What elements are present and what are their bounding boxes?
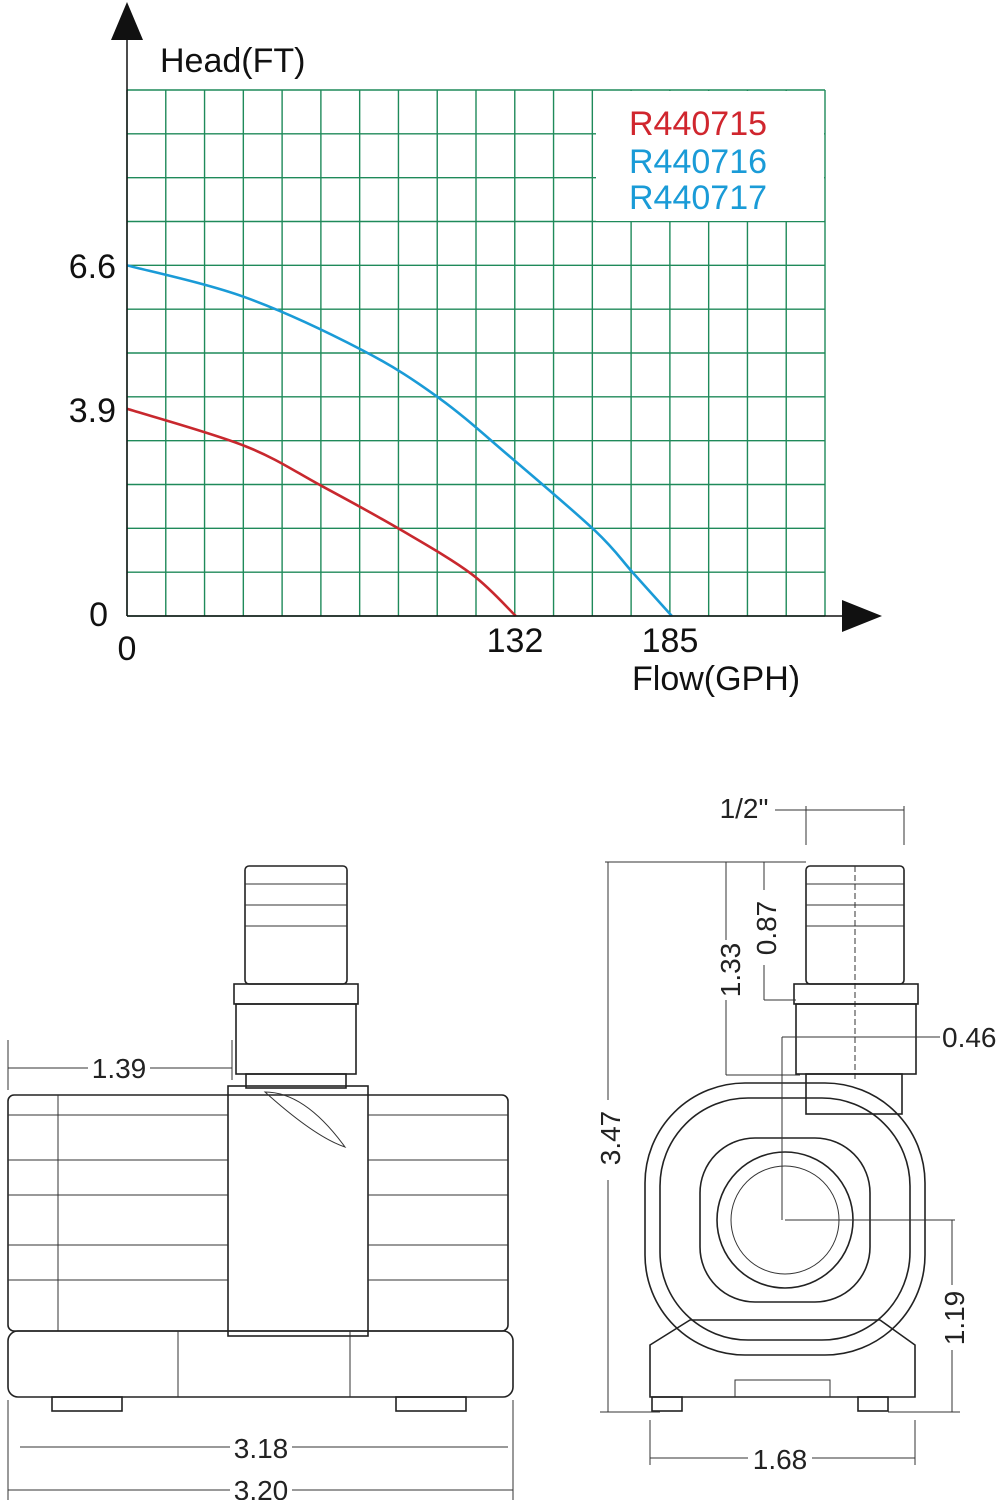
x-tick-label: 185 bbox=[642, 622, 699, 660]
series-line-1 bbox=[126, 264, 673, 617]
pump-curve-chart: Head(FT) Flow(GPH) 6.6 3.9 0 0 132 185 R… bbox=[69, 2, 882, 698]
y-axis-arrow bbox=[111, 2, 143, 40]
dim-label-1-33: 1.33 bbox=[715, 943, 746, 998]
y-tick-label: 6.6 bbox=[69, 248, 116, 286]
x-tick-label: 132 bbox=[487, 622, 544, 660]
legend-entry-r440717: R440717 bbox=[629, 179, 767, 217]
dim-label-3-18: 3.18 bbox=[234, 1433, 289, 1464]
dim-label-1-39: 1.39 bbox=[92, 1053, 147, 1084]
y-tick-label: 0 bbox=[89, 596, 108, 634]
dim-label-1-19: 1.19 bbox=[939, 1291, 970, 1346]
pump-side-view bbox=[7, 865, 514, 1500]
dim-label-0-46: 0.46 bbox=[942, 1022, 997, 1053]
chart-grid bbox=[126, 89, 826, 617]
x-axis-arrow bbox=[842, 600, 882, 632]
y-axis-label: Head(FT) bbox=[160, 42, 305, 80]
dim-label-3-47: 3.47 bbox=[595, 1111, 626, 1166]
legend-entry-r440716: R440716 bbox=[629, 143, 767, 181]
x-axis-label: Flow(GPH) bbox=[632, 660, 800, 698]
legend-box bbox=[596, 91, 824, 221]
dim-label-1-68: 1.68 bbox=[753, 1444, 808, 1475]
chart-curves bbox=[126, 264, 673, 617]
dim-label-0-87: 0.87 bbox=[751, 901, 782, 956]
dim-label-3-20: 3.20 bbox=[234, 1475, 289, 1500]
dim-label-half-inch: 1/2" bbox=[720, 793, 769, 824]
x-tick-label: 0 bbox=[118, 630, 137, 668]
y-tick-label: 3.9 bbox=[69, 392, 116, 430]
pump-front-view bbox=[600, 806, 960, 1465]
series-line-0 bbox=[126, 407, 517, 617]
legend-entry-r440715: R440715 bbox=[629, 105, 767, 143]
